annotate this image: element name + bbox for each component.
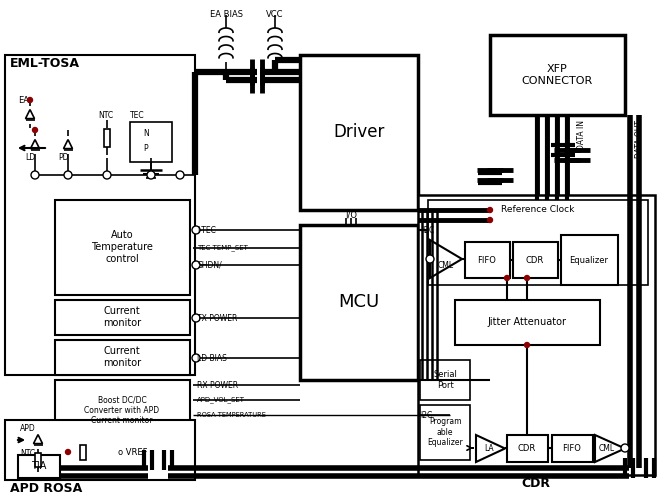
Circle shape (488, 218, 492, 223)
Circle shape (192, 354, 200, 362)
Circle shape (192, 314, 200, 322)
Bar (490, 35, 625, 115)
Text: CDR: CDR (522, 477, 551, 490)
Text: CML: CML (438, 260, 454, 269)
Text: Serial
Port: Serial Port (433, 371, 457, 390)
Circle shape (524, 275, 529, 280)
Text: LD: LD (25, 152, 35, 161)
Text: TIA: TIA (31, 461, 47, 471)
Circle shape (176, 171, 184, 179)
Text: I2C: I2C (420, 410, 432, 419)
Text: Equalizer: Equalizer (570, 255, 609, 264)
Text: FIFO: FIFO (477, 255, 496, 264)
Text: PD: PD (58, 152, 69, 161)
Bar (55, 200, 190, 295)
Text: FIFO: FIFO (563, 444, 582, 453)
Bar (420, 360, 470, 400)
Circle shape (103, 171, 111, 179)
Text: P: P (143, 143, 147, 152)
Bar (507, 435, 548, 462)
Text: Boost DC/DC
Converter with APD
Current monitor: Boost DC/DC Converter with APD Current m… (85, 395, 159, 425)
Text: Jitter Attenuator: Jitter Attenuator (488, 317, 566, 327)
Text: XFP
CONNECTOR: XFP CONNECTOR (522, 64, 593, 86)
Circle shape (28, 98, 32, 103)
Bar (552, 435, 593, 462)
Bar (418, 195, 655, 475)
Text: NTC: NTC (20, 449, 35, 458)
Bar (55, 340, 190, 375)
Circle shape (488, 208, 492, 213)
Bar (420, 405, 470, 460)
Bar (18, 455, 60, 478)
Bar (104, 129, 110, 147)
Bar (5, 420, 195, 480)
Text: Reference Clock: Reference Clock (501, 205, 574, 214)
Text: Auto
Temperature
control: Auto Temperature control (91, 231, 153, 263)
Circle shape (64, 171, 72, 179)
Circle shape (31, 171, 39, 179)
Circle shape (426, 255, 434, 263)
Text: Driver: Driver (333, 123, 385, 141)
Text: I-TEC: I-TEC (197, 226, 216, 235)
Bar (130, 122, 172, 162)
Text: EML-TOSA: EML-TOSA (10, 57, 80, 70)
Text: TEC: TEC (130, 111, 145, 120)
Bar (55, 380, 190, 440)
Circle shape (192, 226, 200, 234)
Text: Current
monitor: Current monitor (103, 306, 141, 328)
Text: DATA IN: DATA IN (578, 120, 586, 150)
Text: SHDN/: SHDN/ (197, 260, 221, 269)
Text: EA BIAS: EA BIAS (210, 10, 243, 19)
Circle shape (147, 171, 155, 179)
Text: TX POWER: TX POWER (197, 314, 237, 323)
Text: MCU: MCU (338, 293, 379, 311)
Bar (513, 242, 558, 278)
Circle shape (524, 343, 529, 348)
Text: LA: LA (485, 444, 494, 453)
Text: NTC: NTC (98, 111, 113, 120)
Bar (455, 300, 600, 345)
Text: CDR: CDR (518, 444, 536, 453)
Bar (300, 225, 418, 380)
Circle shape (65, 450, 71, 455)
Circle shape (192, 261, 200, 269)
Text: LD BIAS: LD BIAS (197, 354, 227, 363)
Text: VCC: VCC (266, 10, 284, 19)
Text: RX POWER: RX POWER (197, 380, 238, 389)
Text: CDR: CDR (526, 255, 544, 264)
Bar (80, 445, 86, 460)
Bar (428, 200, 648, 285)
Bar (465, 242, 510, 278)
Bar (55, 300, 190, 335)
Text: APD ROSA: APD ROSA (10, 482, 82, 495)
Text: APD_VOL_SET: APD_VOL_SET (197, 396, 245, 403)
Text: I/O: I/O (345, 210, 357, 219)
Text: DATA OUT: DATA OUT (635, 120, 644, 158)
Text: TEC TEMP_SET: TEC TEMP_SET (197, 245, 248, 251)
Text: ROSA TEMPERATURE: ROSA TEMPERATURE (197, 412, 266, 418)
Bar (561, 235, 618, 285)
Circle shape (32, 127, 38, 132)
Bar (35, 453, 41, 467)
Text: EA: EA (18, 96, 29, 105)
Text: N: N (143, 128, 149, 137)
Circle shape (504, 275, 510, 280)
Bar (300, 55, 418, 210)
Text: APD: APD (20, 423, 36, 432)
Circle shape (621, 444, 629, 452)
Text: CML: CML (599, 444, 615, 453)
Text: Current
monitor: Current monitor (103, 346, 141, 368)
Bar (5, 55, 195, 375)
Text: Program
able
Equalizer: Program able Equalizer (427, 417, 463, 447)
Text: I2C: I2C (422, 226, 434, 235)
Text: o VREF: o VREF (118, 448, 147, 457)
